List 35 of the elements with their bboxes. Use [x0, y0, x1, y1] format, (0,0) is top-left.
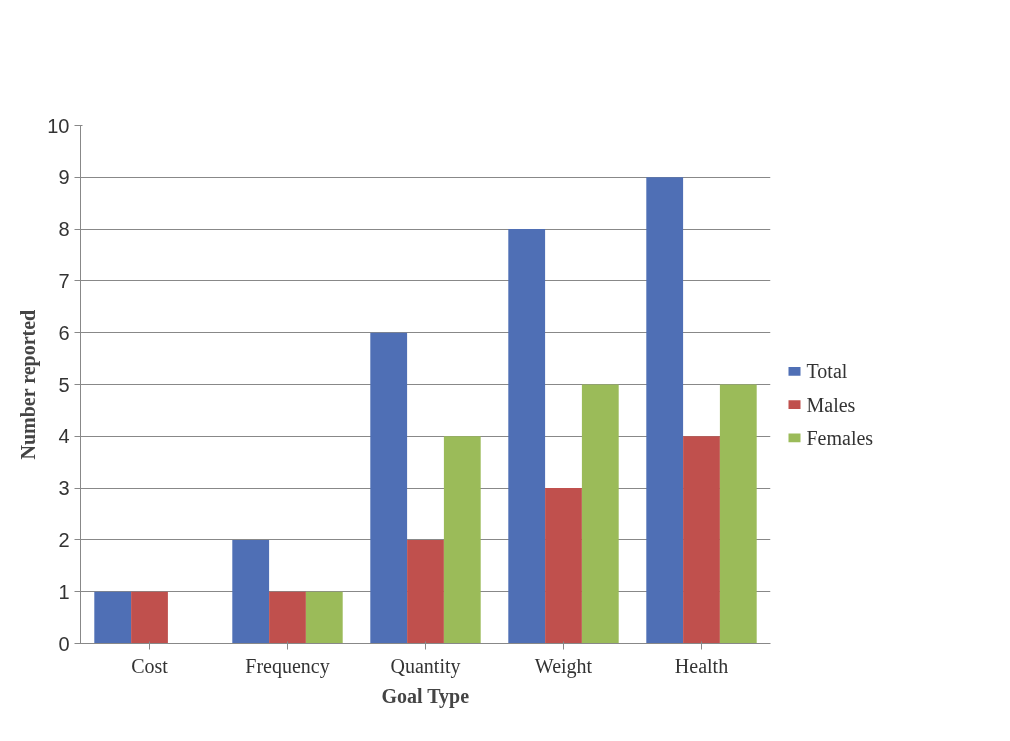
y-tick-label: 0: [58, 632, 70, 655]
bar: [683, 436, 720, 644]
bar: [370, 332, 408, 644]
y-tick-label: 6: [58, 321, 70, 344]
y-tick-label: 9: [58, 166, 70, 189]
bar: [443, 436, 481, 644]
bar: [305, 591, 343, 644]
y-tick-label: 10: [47, 114, 70, 137]
x-tick-label: Cost: [131, 654, 169, 677]
bar: [508, 229, 546, 644]
bar: [407, 539, 444, 644]
bar: [581, 384, 619, 644]
bar: [646, 177, 684, 644]
bar: [94, 591, 132, 644]
y-axis-title: Number reported: [17, 309, 41, 460]
x-tick-label: Health: [674, 654, 729, 677]
y-tick-label: 5: [58, 373, 70, 396]
x-tick-label: Quantity: [390, 654, 461, 678]
bar: [232, 539, 270, 644]
x-tick-label: Weight: [534, 654, 593, 678]
y-tick-label: 1: [58, 580, 70, 603]
bar: [269, 591, 306, 644]
y-tick-label: 3: [58, 477, 70, 500]
legend-label: Total: [806, 360, 848, 383]
bar: [545, 488, 582, 644]
y-tick-label: 7: [58, 269, 70, 292]
x-axis-title: Goal Type: [381, 684, 470, 708]
legend-label: Females: [806, 426, 874, 449]
bar: [719, 384, 757, 644]
bar: [131, 591, 168, 644]
y-tick-label: 2: [58, 528, 70, 551]
x-tick-label: Frequency: [245, 654, 330, 678]
y-tick-label: 4: [58, 425, 70, 448]
y-tick-label: 8: [58, 218, 70, 241]
legend-label: Males: [806, 393, 856, 416]
